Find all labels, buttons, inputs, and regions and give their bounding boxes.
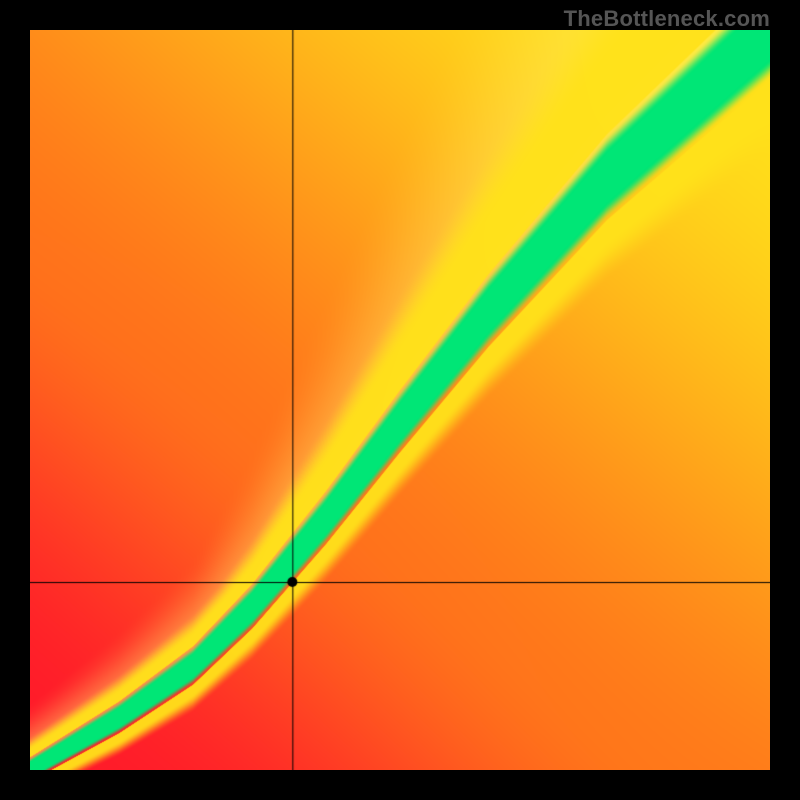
bottleneck-heatmap (30, 30, 770, 770)
chart-frame: { "watermark": { "text": "TheBottleneck.… (0, 0, 800, 800)
watermark-text: TheBottleneck.com (564, 6, 770, 32)
